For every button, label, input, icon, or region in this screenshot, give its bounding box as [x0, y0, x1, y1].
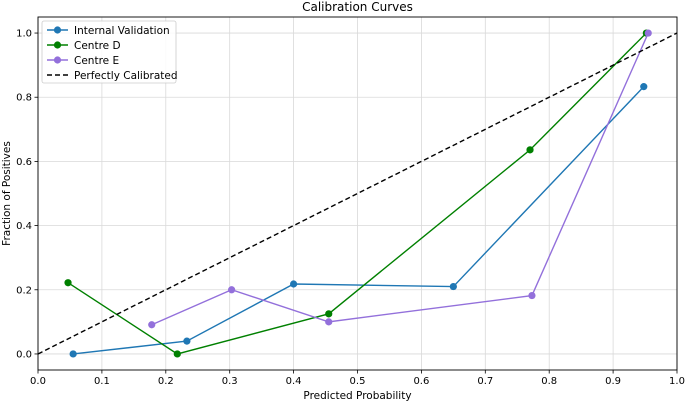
data-point	[290, 280, 298, 288]
data-point	[640, 83, 648, 91]
legend-label: Perfectly Calibrated	[74, 70, 178, 82]
legend-swatch-marker	[53, 41, 62, 49]
legend: Internal Validation Centre D Centre E Perfe…	[41, 20, 178, 84]
x-tick-label: 0.4	[286, 376, 302, 387]
x-axis: 0.0 0.1 0.2 0.3 0.4 0.5 0.6 0.7 0.8 0.9 1.0	[30, 370, 685, 387]
data-point	[64, 279, 72, 287]
data-point	[644, 29, 652, 37]
y-tick-label: 0.6	[16, 157, 32, 168]
legend-box	[41, 20, 177, 84]
legend-swatch-marker	[53, 26, 62, 34]
data-point	[325, 310, 333, 318]
series-line-0	[73, 86, 645, 355]
x-axis-label: Predicted Probability	[303, 390, 411, 402]
data-point	[173, 350, 181, 358]
chart-title: Calibration Curves	[302, 0, 413, 14]
legend-label: Centre E	[74, 55, 119, 67]
x-tick-label: 0.8	[541, 376, 557, 387]
series-line-3	[37, 32, 678, 355]
data-point	[183, 337, 191, 345]
legend-label: Centre D	[74, 40, 121, 52]
data-point	[69, 350, 77, 358]
y-axis-label: Fraction of Positives	[1, 141, 13, 246]
x-tick-label: 1.0	[669, 376, 685, 387]
data-point	[528, 291, 536, 300]
y-tick-label: 0.8	[16, 93, 32, 104]
data-point	[148, 321, 156, 329]
y-tick-label: 0.4	[16, 221, 32, 232]
data-point	[526, 146, 534, 154]
y-tick-label: 0.2	[16, 285, 32, 296]
x-tick-label: 0.0	[30, 376, 46, 387]
x-tick-label: 0.7	[477, 376, 493, 387]
legend-label: Internal Validation	[74, 25, 170, 37]
x-tick-label: 0.1	[94, 376, 110, 387]
x-tick-label: 0.3	[222, 376, 238, 387]
data-point	[228, 286, 236, 294]
y-tick-label: 1.0	[16, 29, 32, 40]
data-point	[325, 318, 333, 326]
series-line-2	[151, 32, 649, 326]
data-point	[449, 282, 457, 291]
x-tick-label: 0.5	[350, 376, 366, 387]
series-layer	[37, 29, 678, 358]
legend-swatch-marker	[53, 56, 62, 64]
y-axis: 0.0 0.2 0.4 0.6 0.8 1.0	[16, 29, 38, 360]
x-tick-label: 0.6	[413, 376, 429, 387]
y-tick-label: 0.0	[16, 349, 32, 360]
x-tick-label: 0.2	[158, 376, 174, 387]
x-tick-label: 0.9	[605, 376, 621, 387]
